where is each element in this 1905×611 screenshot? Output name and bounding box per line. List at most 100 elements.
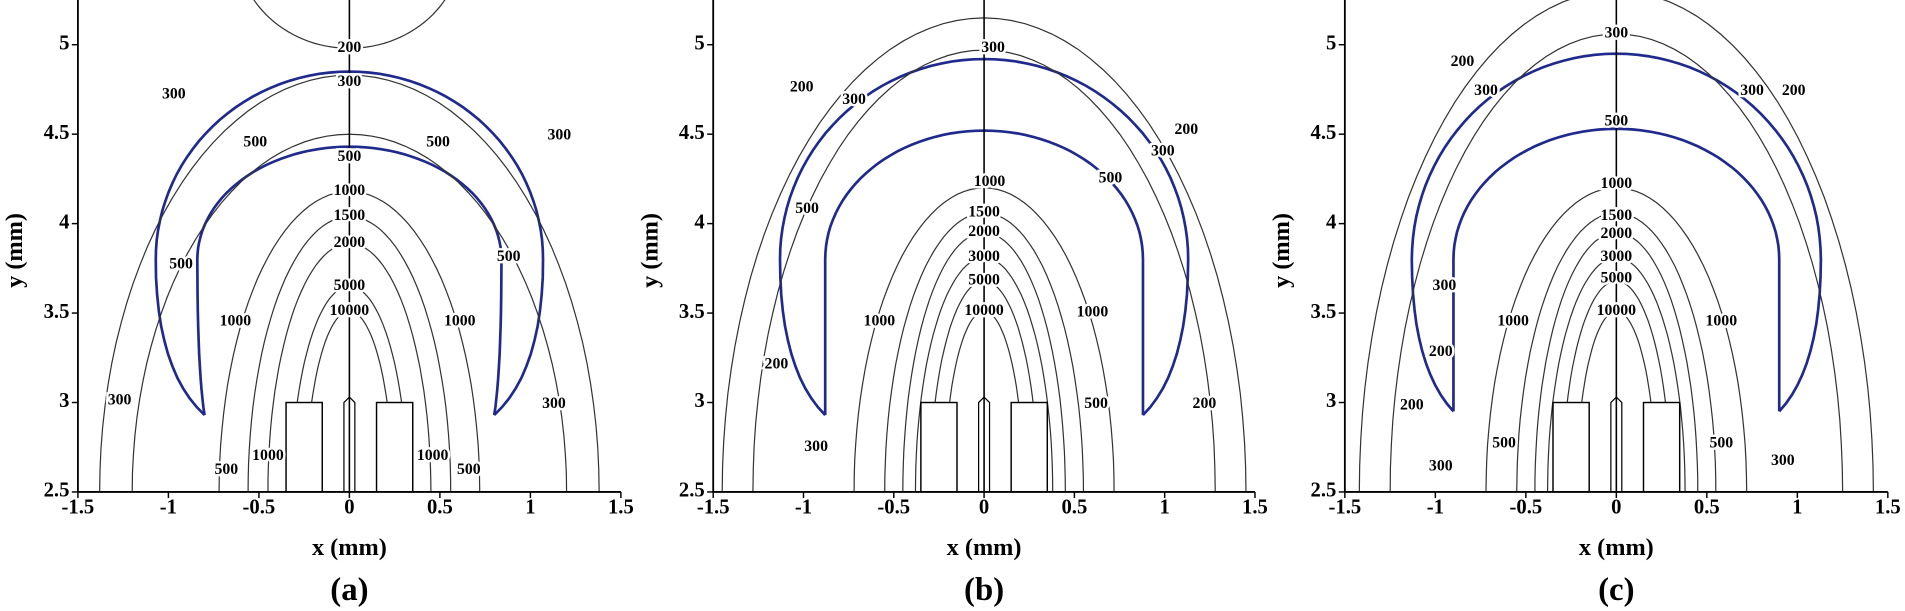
contour-label: 1000 bbox=[1706, 313, 1738, 330]
contour-label: 200 bbox=[1429, 343, 1453, 360]
x-tick-label: -0.5 bbox=[243, 497, 276, 519]
y-tick-label: 4 bbox=[1326, 211, 1336, 233]
contour-label: 300 bbox=[1151, 143, 1175, 160]
x-tick-label: 0 bbox=[979, 497, 989, 519]
x-tick-label: 0 bbox=[344, 497, 354, 519]
contour-label: 300 bbox=[1474, 82, 1498, 99]
y-axis-label: y (mm) bbox=[1268, 213, 1295, 288]
contour-label: 1000 bbox=[220, 313, 252, 330]
y-tick-label: 4.5 bbox=[679, 122, 705, 144]
contour-label: 300 bbox=[1605, 25, 1629, 42]
x-tick-label: 0.5 bbox=[1694, 497, 1720, 519]
contour-label: 500 bbox=[214, 461, 238, 478]
x-tick-label: -1 bbox=[160, 497, 177, 519]
y-tick-label: 5 bbox=[694, 32, 704, 54]
contour-label: 1000 bbox=[864, 313, 896, 330]
contour-label: 300 bbox=[542, 395, 566, 412]
contour-label: 500 bbox=[1605, 112, 1629, 129]
panel-title: (a) bbox=[330, 572, 368, 608]
y-tick-label: 4 bbox=[694, 211, 704, 233]
x-tick-label: -1.5 bbox=[1329, 497, 1362, 519]
contour-label: 500 bbox=[169, 255, 193, 272]
contour-label: 300 bbox=[338, 73, 362, 90]
contour-label: 1000 bbox=[974, 173, 1006, 190]
x-tick-label: -1.5 bbox=[697, 497, 730, 519]
y-tick-label: 3.5 bbox=[679, 301, 705, 323]
x-tick-label: 1.5 bbox=[1242, 497, 1268, 519]
x-tick-label: 1.5 bbox=[608, 497, 634, 519]
contour-label: 5000 bbox=[334, 277, 366, 294]
contour-label: 1000 bbox=[1077, 304, 1109, 321]
contour-label: 300 bbox=[842, 91, 866, 108]
contour-label: 200 bbox=[338, 39, 362, 56]
contour-label: 10000 bbox=[1597, 302, 1637, 319]
contour-label: 500 bbox=[243, 134, 267, 151]
contour-label: 500 bbox=[1084, 395, 1108, 412]
y-tick-label: 3 bbox=[1326, 390, 1336, 412]
electrode bbox=[1552, 401, 1590, 492]
panel: 3002003002003005001000150020003000500010… bbox=[636, 0, 1268, 608]
contour-label: 200 bbox=[1193, 395, 1217, 412]
contour-line bbox=[1358, 0, 1874, 492]
x-axis-label: x (mm) bbox=[947, 534, 1022, 561]
contour-label: 300 bbox=[1740, 82, 1764, 99]
plot-area: 3002003002003005001000150020003000500010… bbox=[721, 0, 1247, 492]
contour-label: 500 bbox=[338, 148, 362, 165]
x-tick-label: 1.5 bbox=[1875, 497, 1901, 519]
y-tick-label: 5 bbox=[59, 32, 69, 54]
contour-label: 200 bbox=[1400, 397, 1424, 414]
contour-label: 200 bbox=[765, 356, 789, 373]
y-tick-label: 3.5 bbox=[44, 301, 70, 323]
contour-label: 500 bbox=[497, 248, 521, 265]
contour-label: 2000 bbox=[334, 234, 366, 251]
contour-label: 1000 bbox=[444, 313, 476, 330]
contour-label: 500 bbox=[1099, 170, 1123, 187]
y-tick-label: 5 bbox=[1326, 32, 1336, 54]
x-tick-label: 1 bbox=[1792, 497, 1802, 519]
panel-title: (c) bbox=[1598, 572, 1634, 608]
x-tick-label: -1.5 bbox=[62, 497, 95, 519]
contour-label: 200 bbox=[1782, 82, 1806, 99]
contour-label: 1000 bbox=[417, 447, 449, 464]
contour-label: 200 bbox=[1175, 121, 1199, 138]
electrode bbox=[375, 401, 414, 492]
electrode bbox=[1642, 401, 1681, 492]
contour-label: 300 bbox=[1433, 277, 1457, 294]
contour-label: 5000 bbox=[968, 271, 1000, 288]
contour-label: 1000 bbox=[252, 447, 284, 464]
contour-label: 2000 bbox=[968, 223, 1000, 240]
contour-label: 300 bbox=[1429, 458, 1453, 475]
contour-label: 3000 bbox=[968, 248, 1000, 265]
contour-label: 500 bbox=[795, 200, 819, 217]
electrode bbox=[285, 401, 323, 492]
y-axis-label: y (mm) bbox=[1, 213, 28, 288]
y-tick-label: 2.5 bbox=[679, 480, 705, 502]
plot-area: 200 300 300 300 500 500 500 1000 1500 2000 5000 100… bbox=[99, 0, 600, 492]
x-tick-label: -0.5 bbox=[877, 497, 910, 519]
x-tick-label: -0.5 bbox=[1510, 497, 1543, 519]
contour-label: 1000 bbox=[1497, 313, 1529, 330]
y-tick-label: 3 bbox=[59, 390, 69, 412]
contour-label: 10000 bbox=[330, 302, 370, 319]
x-axis-label: x (mm) bbox=[1579, 534, 1654, 561]
y-tick-label: 2.5 bbox=[44, 480, 70, 502]
contour-label: 1500 bbox=[1601, 207, 1633, 224]
contour-label: 500 bbox=[426, 134, 450, 151]
contour-label: 300 bbox=[548, 127, 572, 144]
electrode bbox=[920, 401, 958, 492]
contour-label: 5000 bbox=[1601, 270, 1633, 287]
contour-label: 1000 bbox=[334, 182, 366, 199]
contour-label: 300 bbox=[108, 391, 132, 408]
contour-label: 1500 bbox=[968, 204, 1000, 221]
x-tick-label: 0.5 bbox=[427, 497, 453, 519]
x-tick-label: 0.5 bbox=[1061, 497, 1087, 519]
panel: 2003003003005005005001000150020005000100… bbox=[1, 0, 634, 608]
contour-label: 2000 bbox=[1601, 225, 1633, 242]
contour-label: 3000 bbox=[1601, 248, 1633, 265]
y-tick-label: 2.5 bbox=[1311, 480, 1337, 502]
x-axis-label: x (mm) bbox=[312, 534, 387, 561]
